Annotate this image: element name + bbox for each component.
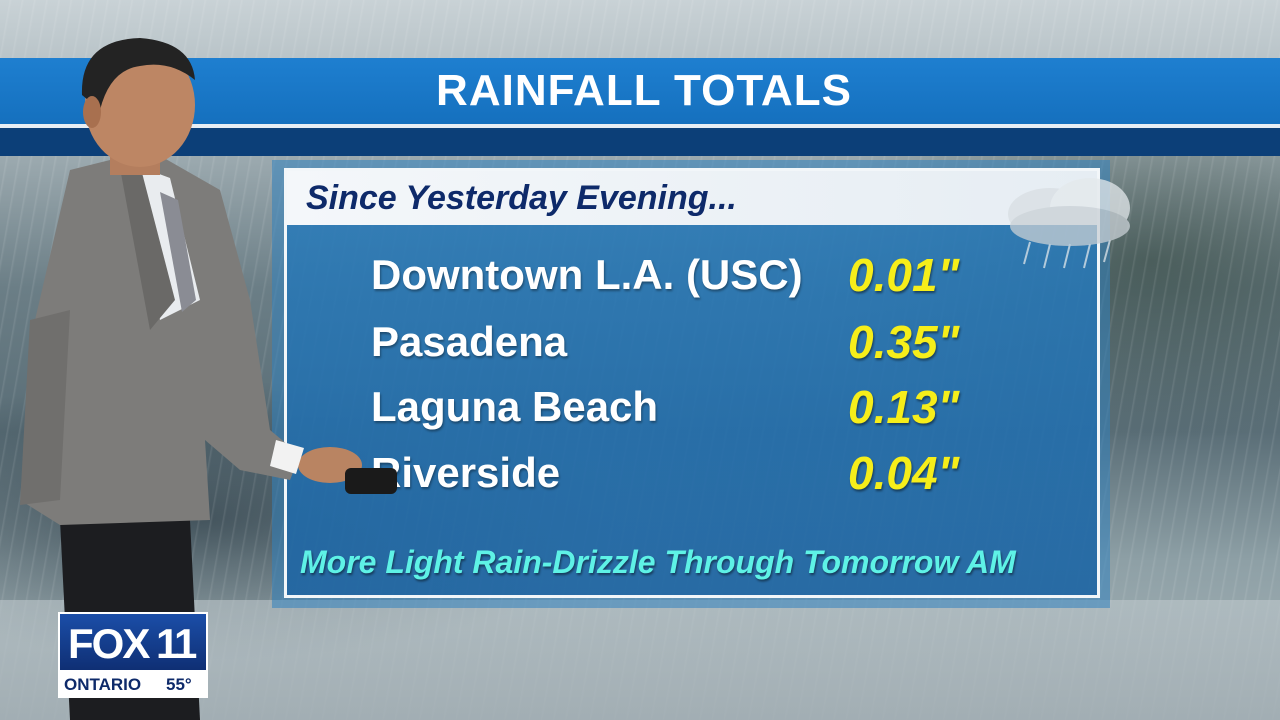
forecast-footer: More Light Rain-Drizzle Through Tomorrow…	[300, 544, 1016, 580]
logo-top: FOX 11	[58, 612, 208, 672]
location-name: Downtown L.A. (USC)	[371, 251, 803, 298]
station-logo: FOX 11 ONTARIO 55°	[58, 612, 208, 698]
logo-channel: 11	[156, 620, 197, 667]
rainfall-amount: 0.13"	[848, 381, 960, 433]
rainfall-row: Riverside 0.04"	[0, 442, 1280, 504]
logo-bottom: ONTARIO 55°	[58, 672, 208, 698]
location-name: Riverside	[371, 449, 561, 496]
logo-temperature: 55°	[166, 675, 192, 694]
graphic-title: RAINFALL TOTALS	[436, 66, 852, 115]
rainfall-panel-inner	[284, 168, 1100, 598]
subtitle-bar	[287, 171, 1097, 225]
rainfall-amount: 0.01"	[848, 249, 960, 301]
subtitle: Since Yesterday Evening...	[306, 179, 737, 217]
rainfall-row: Pasadena 0.35"	[0, 311, 1280, 373]
rainfall-row: Downtown L.A. (USC) 0.01"	[0, 244, 1280, 306]
title-bar-lower-band	[0, 128, 1280, 156]
rainfall-amount: 0.35"	[848, 316, 960, 368]
title-bar	[0, 58, 1280, 124]
location-name: Pasadena	[371, 318, 568, 365]
rainfall-amount: 0.04"	[848, 447, 960, 499]
rain-cloud-icon	[1008, 178, 1130, 269]
rainfall-row: Laguna Beach 0.13"	[0, 376, 1280, 438]
logo-city: ONTARIO	[64, 675, 142, 694]
title-bar-stripe	[0, 124, 1280, 128]
logo-network: FOX	[68, 620, 150, 667]
wet-ground	[0, 600, 1280, 720]
location-name: Laguna Beach	[371, 383, 659, 430]
